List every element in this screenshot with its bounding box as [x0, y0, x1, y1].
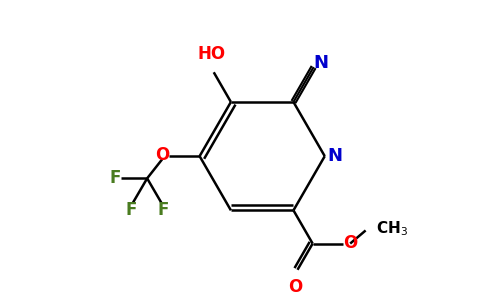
Text: HO: HO — [197, 45, 226, 63]
Text: F: F — [125, 201, 136, 219]
Text: N: N — [314, 54, 329, 72]
Text: CH$_3$: CH$_3$ — [376, 219, 408, 238]
Text: F: F — [109, 169, 121, 188]
Text: O: O — [288, 278, 302, 296]
Text: O: O — [343, 234, 357, 252]
Text: N: N — [327, 147, 342, 165]
Text: F: F — [158, 201, 169, 219]
Text: O: O — [155, 146, 169, 164]
